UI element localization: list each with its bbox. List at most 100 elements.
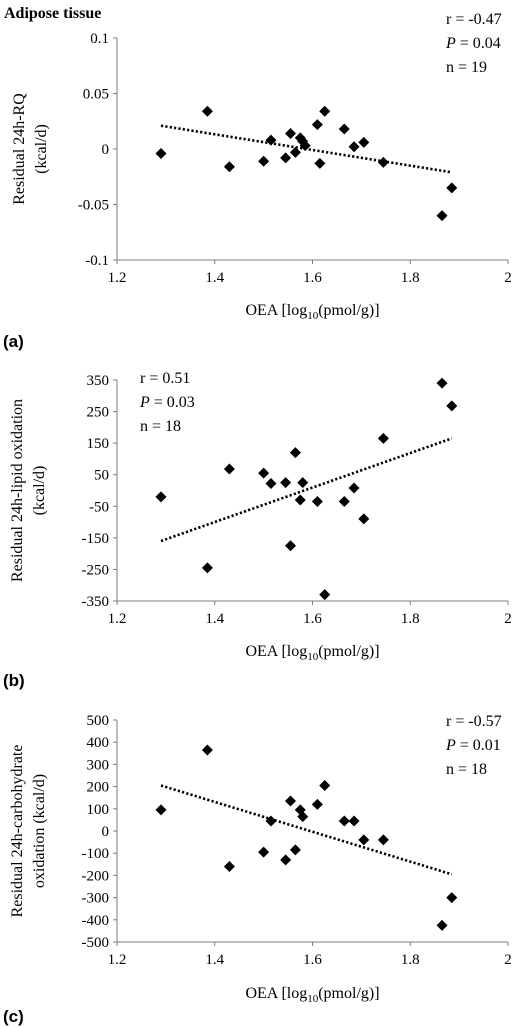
- x-tick-label: 1.4: [205, 611, 224, 627]
- data-point: [265, 134, 277, 146]
- x-tick-label: 1.2: [108, 611, 127, 627]
- y-tick-label: 100: [87, 802, 110, 818]
- data-point: [289, 447, 301, 459]
- y-tick-label: -50: [89, 499, 109, 515]
- y-tick-label: 250: [87, 405, 110, 421]
- data-point: [436, 210, 448, 222]
- data-point: [377, 432, 389, 444]
- y-axis-title: Residual 24h-lipid oxidation: [9, 399, 26, 582]
- panel-b: -350 -250 -150 -50 50 150 250 350 1.2 1.4 1.6 1.8 2 O…: [3, 370, 512, 690]
- data-point: [223, 861, 235, 873]
- data-point: [223, 463, 235, 475]
- stat-n: n = 19: [446, 59, 487, 76]
- y-tick-label: -0.1: [85, 253, 109, 269]
- x-tick-label: 2: [504, 611, 512, 627]
- data-point: [265, 815, 277, 827]
- stat-p: P = 0.03: [139, 394, 195, 411]
- data-point: [436, 919, 448, 931]
- data-point: [338, 123, 350, 135]
- y-tick-label: -250: [82, 562, 110, 578]
- data-point: [314, 157, 326, 169]
- panel-label: (c): [3, 1007, 24, 1026]
- y-tick-label: 300: [87, 757, 110, 773]
- stat-p: P = 0.04: [445, 35, 501, 52]
- data-point: [258, 467, 270, 479]
- data-point: [280, 477, 292, 489]
- x-tick-label: 1.8: [401, 270, 420, 286]
- stat-n: n = 18: [446, 761, 487, 778]
- y-tick-label: -400: [82, 913, 110, 929]
- data-point: [285, 795, 297, 807]
- data-point: [285, 127, 297, 139]
- x-tick-label: 1.2: [108, 952, 127, 968]
- data-point: [446, 400, 458, 412]
- y-tick-label: -350: [82, 594, 110, 610]
- data-point: [297, 477, 309, 489]
- x-tick-label: 1.4: [205, 270, 224, 286]
- stat-r: r = 0.51: [140, 370, 190, 387]
- x-tick-label: 1.2: [108, 270, 127, 286]
- x-tick-label: 1.6: [303, 270, 322, 286]
- y-tick-label: -500: [82, 935, 110, 951]
- data-point: [319, 105, 331, 117]
- stat-r: r = -0.47: [446, 11, 502, 28]
- x-axis-title: OEA [log10(pmol/g)]: [245, 985, 379, 1005]
- trend-line: [160, 437, 453, 543]
- y-tick-label: 150: [87, 436, 110, 452]
- x-tick-label: 1.8: [401, 952, 420, 968]
- trend-line: [160, 784, 453, 876]
- stat-r: r = -0.57: [446, 713, 502, 730]
- y-tick-label: -150: [82, 531, 110, 547]
- y-tick-label: -100: [82, 846, 110, 862]
- data-point: [319, 779, 331, 791]
- data-point: [285, 540, 297, 552]
- y-tick-label: 200: [87, 780, 110, 796]
- data-point: [280, 152, 292, 164]
- data-point: [155, 147, 167, 159]
- data-point: [436, 377, 448, 389]
- y-tick-label: -300: [82, 891, 110, 907]
- y-tick-label: 500: [87, 713, 110, 729]
- data-point: [201, 105, 213, 117]
- data-point: [446, 182, 458, 194]
- x-tick-label: 1.6: [303, 952, 322, 968]
- data-point: [377, 156, 389, 168]
- data-point: [348, 482, 360, 494]
- panel-label: (b): [3, 671, 25, 690]
- y-tick-label: 0: [102, 824, 110, 840]
- y-tick-label: 0.1: [90, 31, 109, 47]
- y-tick-label: -0.05: [78, 198, 109, 214]
- data-point: [377, 834, 389, 846]
- y-tick-label: 50: [94, 468, 109, 484]
- data-point: [223, 161, 235, 173]
- figure-title: Adipose tissue: [4, 5, 101, 22]
- y-axis-title: (kcal/d): [31, 466, 48, 516]
- data-point: [280, 854, 292, 866]
- x-tick-label: 1.6: [303, 611, 322, 627]
- data-point: [299, 140, 311, 152]
- y-axis-title: Residual 24h-carbohydrate: [9, 745, 26, 918]
- data-point: [358, 834, 370, 846]
- data-point: [311, 798, 323, 810]
- data-point: [319, 589, 331, 601]
- data-point: [358, 513, 370, 525]
- data-point: [311, 496, 323, 508]
- stat-n: n = 18: [140, 418, 181, 435]
- data-point: [258, 846, 270, 858]
- stat-p: P = 0.01: [445, 737, 501, 754]
- y-tick-label: 400: [87, 735, 110, 751]
- data-point: [348, 141, 360, 153]
- data-point: [258, 155, 270, 167]
- data-point: [265, 478, 277, 490]
- y-axis-title: oxidation (kcal/d): [31, 774, 48, 888]
- data-point: [289, 844, 301, 856]
- y-axis-title: (kcal/d): [33, 124, 50, 174]
- data-point: [311, 119, 323, 131]
- y-axis-title: Residual 24h-RQ: [11, 93, 28, 205]
- x-tick-label: 1.4: [205, 952, 224, 968]
- data-point: [201, 562, 213, 574]
- data-point: [155, 804, 167, 816]
- x-tick-label: 1.8: [401, 611, 420, 627]
- data-point: [338, 815, 350, 827]
